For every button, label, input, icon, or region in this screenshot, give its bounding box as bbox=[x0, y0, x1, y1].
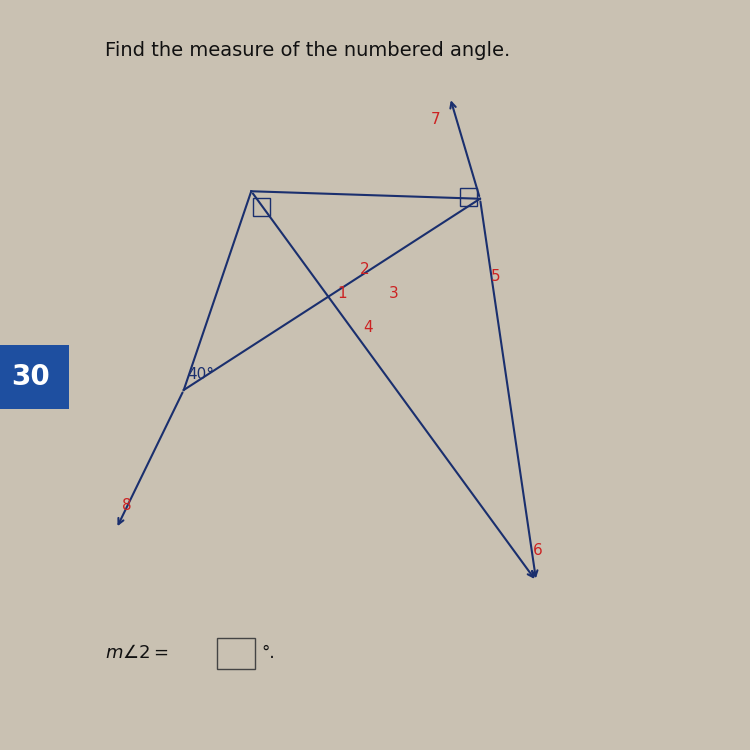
Text: 7: 7 bbox=[431, 112, 441, 127]
Text: Find the measure of the numbered angle.: Find the measure of the numbered angle. bbox=[105, 41, 510, 60]
Bar bbox=[217, 638, 255, 669]
Text: 2: 2 bbox=[360, 262, 370, 277]
Text: 3: 3 bbox=[388, 286, 398, 301]
Text: $m\angle 2=$: $m\angle 2=$ bbox=[105, 644, 169, 662]
Bar bbox=[253, 198, 270, 215]
Text: 6: 6 bbox=[532, 543, 542, 558]
Text: 40°: 40° bbox=[188, 367, 214, 382]
Text: 5: 5 bbox=[491, 269, 501, 284]
Text: 4: 4 bbox=[364, 320, 374, 335]
Text: 30: 30 bbox=[11, 363, 50, 392]
Text: °.: °. bbox=[261, 644, 274, 662]
Bar bbox=[0, 345, 69, 409]
Text: 8: 8 bbox=[122, 498, 132, 513]
Bar bbox=[460, 188, 477, 206]
Text: 1: 1 bbox=[338, 286, 347, 301]
